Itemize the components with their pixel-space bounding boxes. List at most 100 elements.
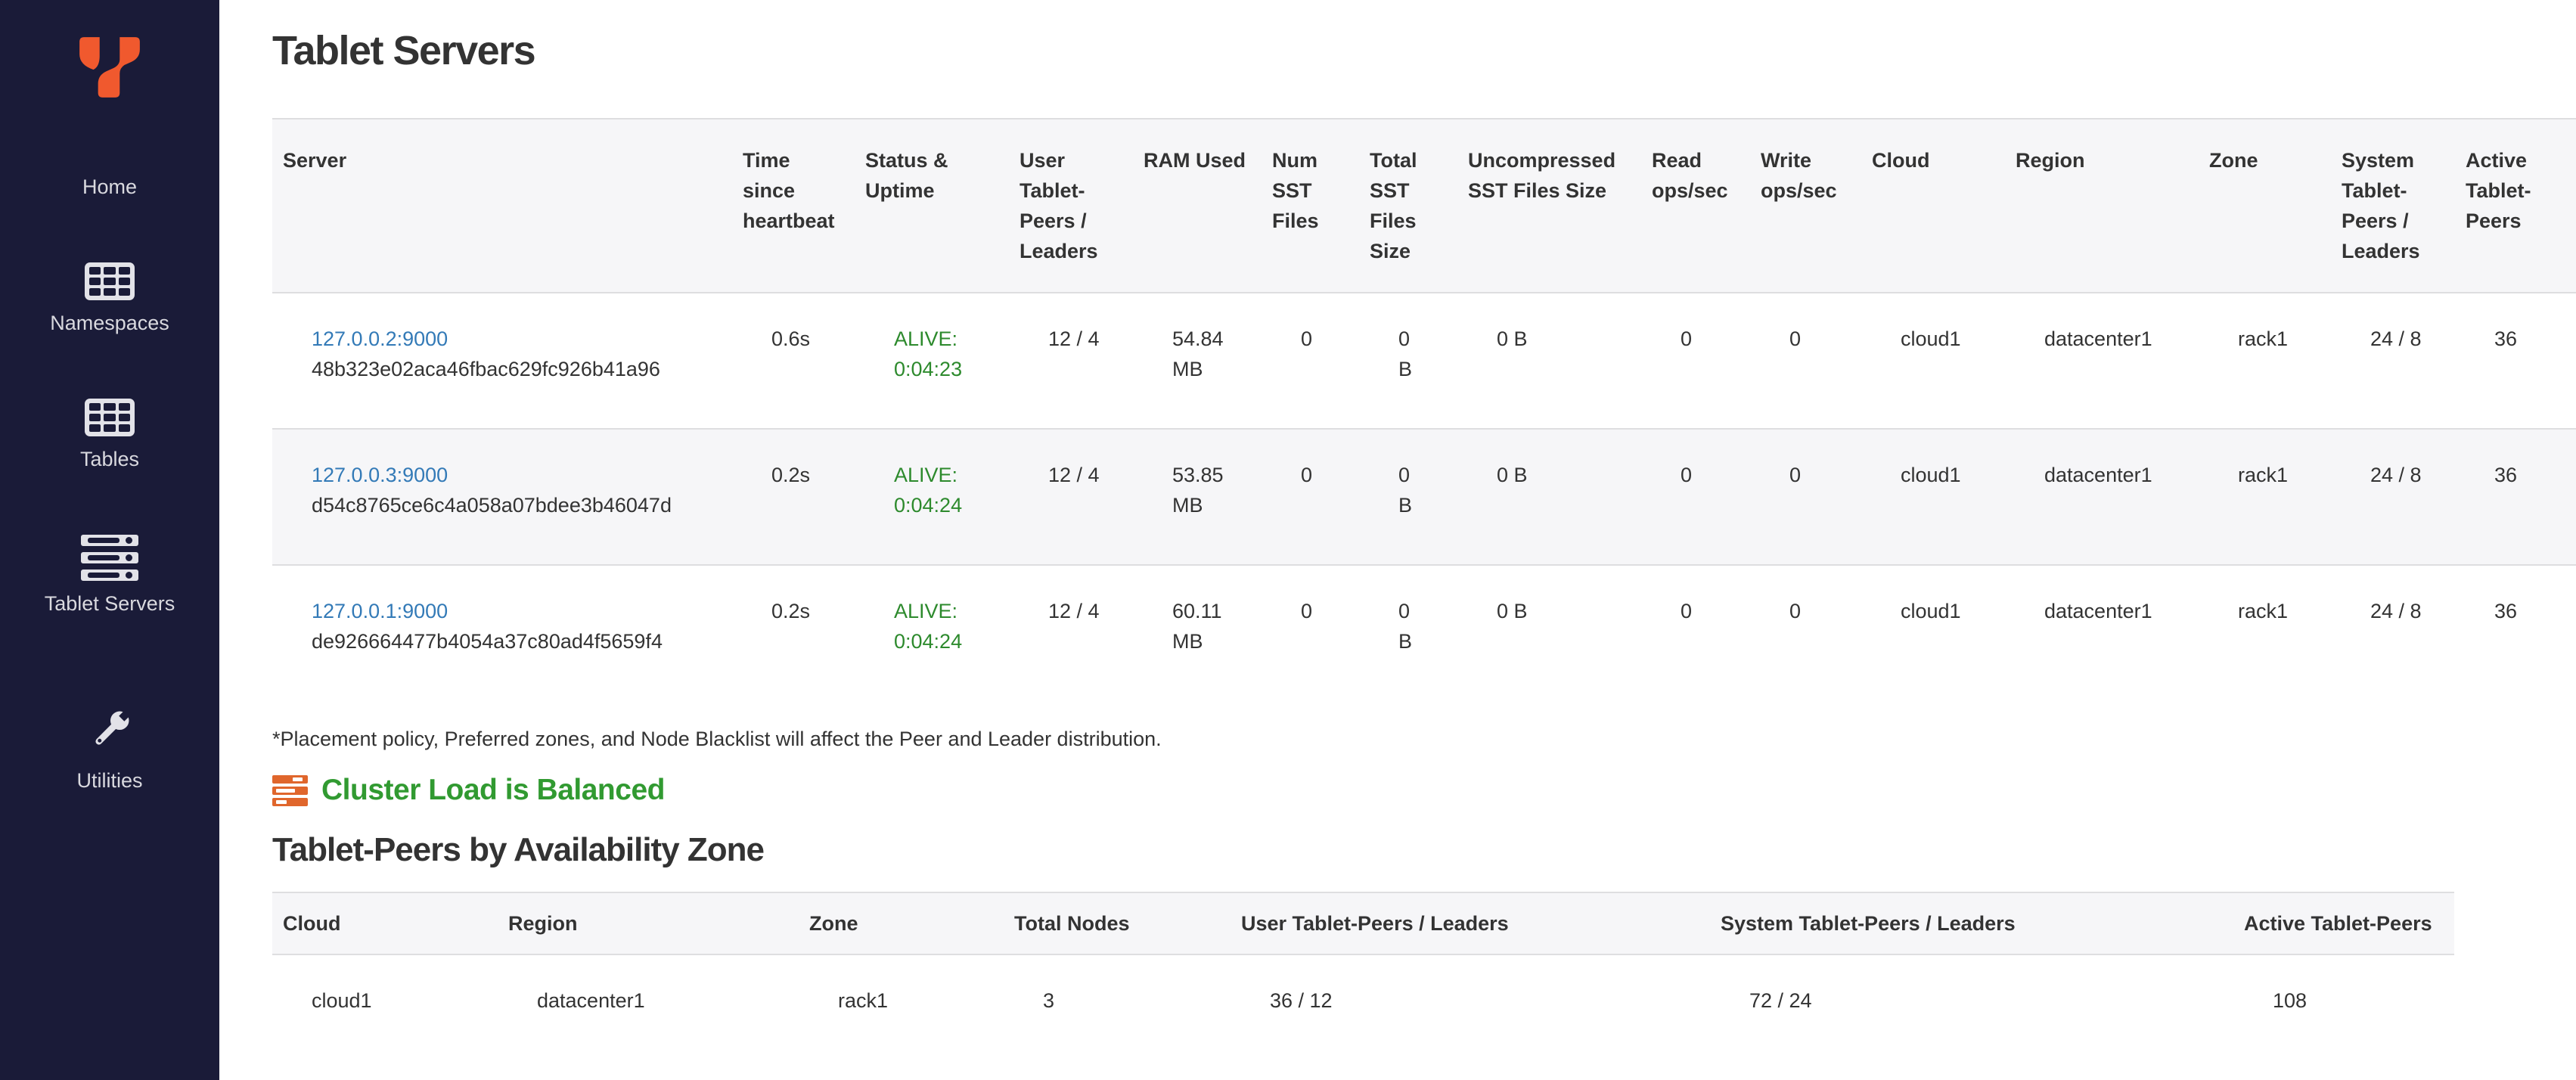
cell-read-ops: 0 — [1641, 292, 1750, 429]
sidebar: Home Namespaces Tables Tablet Servers — [0, 0, 219, 1080]
server-uuid: de926664477b4054a37c80ad4f5659f4 — [312, 630, 663, 653]
status-badge: ALIVE: — [894, 464, 958, 486]
cell-active-tablet-peers: 36 — [2455, 564, 2576, 700]
col-region: Region — [508, 912, 578, 935]
cell-zone: rack1 — [2199, 564, 2331, 700]
cell-heartbeat: 0.2s — [732, 564, 855, 700]
table-row: 127.0.0.3:9000 d54c8765ce6c4a058a07bdee3… — [272, 428, 2576, 565]
table-row: 127.0.0.2:9000 48b323e02aca46fbac629fc92… — [272, 292, 2576, 429]
cell-uncompressed-sst-size: 0 B — [1457, 292, 1641, 429]
cell-ram-used: 54.84 MB — [1133, 292, 1262, 429]
col-cloud: Cloud — [283, 912, 341, 935]
cell-active-tablet-peers: 36 — [2455, 428, 2576, 565]
cell-num-sst-files: 0 — [1262, 292, 1359, 429]
uptime-value: 0:04:23 — [894, 358, 963, 380]
sidebar-item-namespaces[interactable]: Namespaces — [50, 262, 169, 335]
cell-region: datacenter1 — [2005, 292, 2199, 429]
cell-active-tablet-peers: 36 — [2455, 292, 2576, 429]
page-title: Tablet Servers — [272, 28, 536, 73]
cell-num-sst-files: 0 — [1262, 428, 1359, 565]
table-header-row: Server Time since heartbeat Status & Upt… — [272, 119, 2576, 293]
cell-num-sst-files: 0 — [1262, 564, 1359, 700]
server-uuid: 48b323e02aca46fbac629fc926b41a96 — [312, 358, 660, 380]
status-badge: ALIVE: — [894, 327, 958, 350]
cell-user-tablet-peers: 12 / 4 — [1009, 428, 1133, 565]
placement-footnote: *Placement policy, Preferred zones, and … — [272, 728, 1162, 750]
server-address-link[interactable]: 127.0.0.1:9000 — [312, 600, 448, 622]
main-content: Tablet Servers Server Time since heartbe… — [219, 0, 2576, 1080]
cell-total-nodes: 3 — [1004, 954, 1231, 1046]
cell-region: datacenter1 — [2005, 564, 2199, 700]
sidebar-item-tables[interactable]: Tables — [80, 399, 139, 471]
cell-ram-used: 53.85 MB — [1133, 428, 1262, 565]
col-user-tablet-peers: User Tablet-Peers / Leaders — [1020, 149, 1098, 262]
cell-system-tablet-peers: 72 / 24 — [1710, 954, 2233, 1046]
col-ram-used: RAM Used — [1144, 149, 1246, 172]
col-system-tablet-peers: System Tablet-Peers / Leaders — [2342, 149, 2420, 262]
cell-heartbeat: 0.6s — [732, 292, 855, 429]
cell-status-uptime: ALIVE: 0:04:23 — [855, 292, 1009, 429]
sidebar-item-label: Utilities — [76, 769, 143, 792]
sidebar-item-utilities[interactable]: Utilities — [76, 703, 143, 793]
server-address-link[interactable]: 127.0.0.3:9000 — [312, 464, 448, 486]
sidebar-item-home[interactable]: Home — [82, 175, 137, 199]
cell-server: 127.0.0.1:9000 de926664477b4054a37c80ad4… — [272, 564, 732, 700]
uptime-value: 0:04:24 — [894, 630, 963, 653]
col-write-ops: Write ops/sec — [1761, 149, 1837, 202]
cell-heartbeat: 0.2s — [732, 428, 855, 565]
sidebar-item-label: Tablet Servers — [44, 592, 175, 615]
cell-read-ops: 0 — [1641, 564, 1750, 700]
cell-user-tablet-peers: 36 / 12 — [1231, 954, 1710, 1046]
col-active-tablet-peers: Active Tablet-Peers — [2244, 912, 2432, 935]
tablet-servers-table: Server Time since heartbeat Status & Upt… — [272, 118, 2576, 700]
col-total-nodes: Total Nodes — [1014, 912, 1130, 935]
sidebar-item-label: Tables — [79, 448, 140, 470]
col-status-uptime: Status & Uptime — [865, 149, 948, 202]
az-section-title: Tablet-Peers by Availability Zone — [272, 831, 765, 868]
table-grid-icon — [84, 399, 135, 436]
status-badge: ALIVE: — [894, 600, 958, 622]
col-cloud: Cloud — [1872, 149, 1930, 172]
cell-uncompressed-sst-size: 0 B — [1457, 428, 1641, 565]
cell-write-ops: 0 — [1750, 564, 1861, 700]
table-grid-icon — [84, 262, 135, 300]
col-user-tablet-peers: User Tablet-Peers / Leaders — [1241, 912, 1509, 935]
cell-user-tablet-peers: 12 / 4 — [1009, 292, 1133, 429]
sidebar-item-label: Namespaces — [50, 312, 169, 334]
col-zone: Zone — [809, 912, 858, 935]
sidebar-item-label: Home — [82, 175, 138, 198]
sidebar-item-tablet-servers[interactable]: Tablet Servers — [45, 535, 175, 616]
cell-total-sst-size: 0 B — [1359, 428, 1457, 565]
cell-status-uptime: ALIVE: 0:04:24 — [855, 428, 1009, 565]
cell-cloud: cloud1 — [1861, 428, 2005, 565]
table-row: cloud1 datacenter1 rack1 3 36 / 12 72 / … — [272, 954, 2454, 1046]
cluster-load-text: Cluster Load is Balanced — [321, 774, 665, 806]
col-uncompressed-sst-size: Uncompressed SST Files Size — [1468, 149, 1616, 202]
uptime-value: 0:04:24 — [894, 494, 963, 517]
cluster-load-status: Cluster Load is Balanced — [272, 774, 2576, 807]
col-zone: Zone — [2209, 149, 2258, 172]
cell-cloud: cloud1 — [1861, 564, 2005, 700]
col-num-sst-files: Num SST Files — [1272, 149, 1319, 232]
col-total-sst-size: Total SST Files Size — [1370, 149, 1417, 262]
cell-system-tablet-peers: 24 / 8 — [2331, 428, 2455, 565]
server-rack-icon — [80, 535, 138, 581]
cell-zone: rack1 — [799, 954, 1004, 1046]
cell-write-ops: 0 — [1750, 428, 1861, 565]
yugabyte-logo[interactable] — [75, 33, 144, 100]
cell-read-ops: 0 — [1641, 428, 1750, 565]
cell-uncompressed-sst-size: 0 B — [1457, 564, 1641, 700]
cell-region: datacenter1 — [2005, 428, 2199, 565]
cell-user-tablet-peers: 12 / 4 — [1009, 564, 1133, 700]
server-address-link[interactable]: 127.0.0.2:9000 — [312, 327, 448, 350]
col-heartbeat: Time since heartbeat — [743, 149, 835, 232]
cell-zone: rack1 — [2199, 428, 2331, 565]
cell-status-uptime: ALIVE: 0:04:24 — [855, 564, 1009, 700]
cell-cloud: cloud1 — [272, 954, 498, 1046]
col-system-tablet-peers: System Tablet-Peers / Leaders — [1721, 912, 2016, 935]
col-server: Server — [283, 149, 347, 172]
cell-cloud: cloud1 — [1861, 292, 2005, 429]
cell-active-tablet-peers: 108 — [2233, 954, 2454, 1046]
col-active-tablet-peers: Active Tablet-Peers — [2466, 149, 2531, 232]
cell-system-tablet-peers: 24 / 8 — [2331, 564, 2455, 700]
